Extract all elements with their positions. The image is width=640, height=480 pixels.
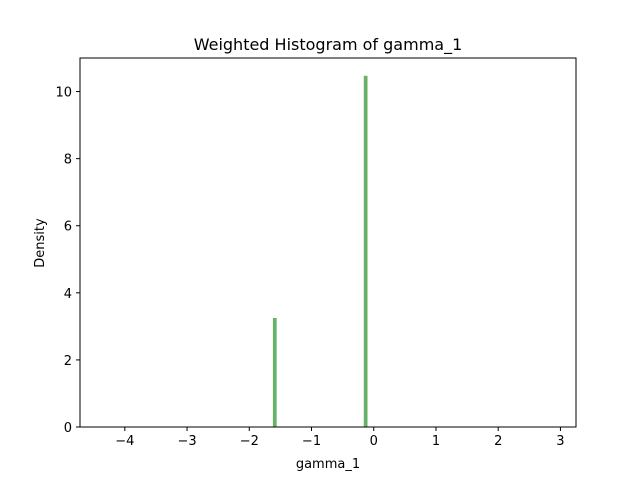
y-tick-label: 0 (64, 421, 72, 436)
x-tick-label: 1 (432, 434, 440, 449)
plot-area (272, 75, 368, 428)
y-tick-label: 2 (64, 354, 72, 369)
x-tick-label: 0 (370, 434, 378, 449)
x-tick-label: −4 (115, 434, 134, 449)
x-tick-label: 2 (494, 434, 502, 449)
chart-title: Weighted Histogram of gamma_1 (194, 35, 463, 55)
y-tick-label: 6 (64, 220, 72, 235)
histogram-bar-0 (272, 317, 277, 427)
x-tick-label: −2 (240, 434, 259, 449)
y-tick-label: 10 (55, 86, 72, 101)
axes-frame (79, 57, 577, 428)
x-axis-label: gamma_1 (296, 457, 360, 472)
x-tick-label: 3 (556, 434, 564, 449)
y-tick-label: 4 (64, 287, 72, 302)
x-tick-label: −1 (302, 434, 321, 449)
x-tick-label: −3 (177, 434, 196, 449)
y-axis-label: Density (33, 218, 48, 268)
histogram-bar-1 (363, 75, 368, 428)
y-tick-label: 8 (64, 153, 72, 168)
